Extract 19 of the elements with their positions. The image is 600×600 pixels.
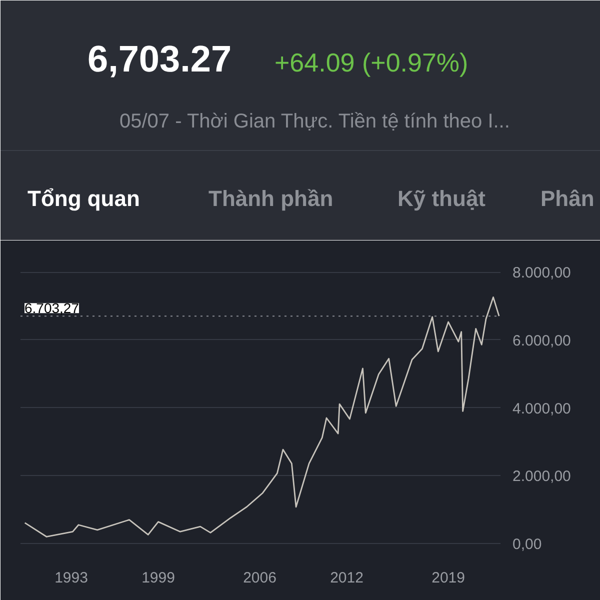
ref-line-label: 6.703,27: [24, 300, 80, 316]
text: Tổng quan: [28, 186, 140, 211]
chart-title: 6,703.27: [88, 38, 232, 80]
text: Phân: [540, 186, 594, 211]
y-tick-label: 0,00: [512, 536, 542, 554]
x-tick-label: 2012: [330, 570, 364, 586]
x-tick-label: 1993: [54, 570, 88, 586]
x-tick-label: 2006: [243, 570, 276, 586]
y-tick-label: 4.000,00: [512, 400, 571, 418]
line-series: [24, 296, 500, 538]
y-tick-label: 8.000,00: [512, 264, 571, 282]
x-tick-label: 2019: [432, 570, 465, 586]
y-tick-label: 6.000,00: [512, 332, 571, 350]
y-tick-label: 2.000,00: [512, 468, 571, 486]
text: 05/07 - Thời Gian Thực. Tiền tệ tính theo I...: [120, 110, 510, 132]
chart-subtitle: +64.09 (+0.97%): [274, 48, 468, 78]
text: Kỹ thuật: [398, 186, 486, 211]
text: Thành phần: [208, 186, 334, 211]
x-tick-label: 1999: [142, 570, 175, 586]
